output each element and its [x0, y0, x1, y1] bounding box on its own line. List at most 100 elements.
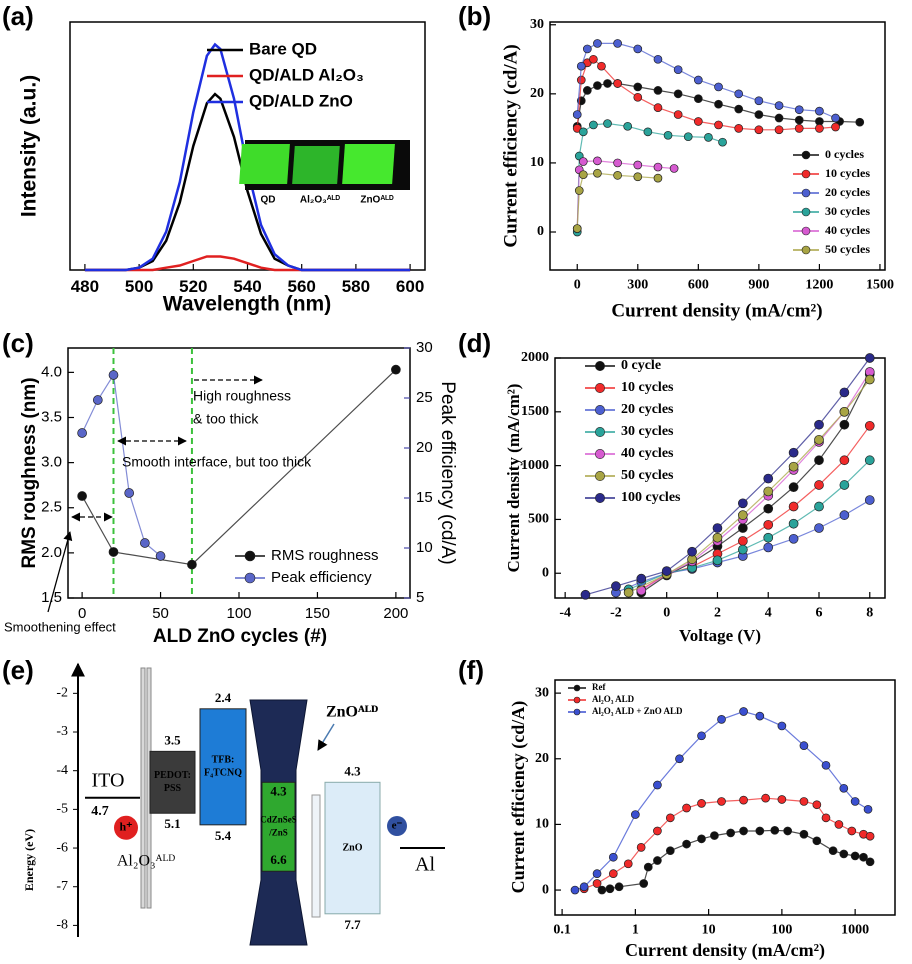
x-tick-label: 150 [305, 605, 330, 622]
panel-label: (d) [458, 328, 491, 358]
data-point [774, 125, 784, 135]
carrier-label: h⁺ [119, 820, 132, 834]
y-tick-label: 0 [542, 882, 549, 897]
electrode-label: Al [415, 854, 435, 876]
level-value: 4.7 [91, 804, 109, 819]
data-point [108, 370, 119, 380]
annotation: Smoothening effect [4, 619, 116, 634]
x-tick-label: 0 [663, 605, 670, 620]
data-point [582, 86, 592, 95]
y-tick-label: -8 [56, 918, 68, 933]
data-point [788, 501, 799, 512]
y-tick-label: 2000 [521, 350, 549, 365]
y-axis-label: Intensity (a.u.) [18, 75, 41, 217]
data-point [92, 395, 103, 405]
data-point [682, 803, 691, 813]
data-point [578, 157, 588, 166]
y-tick-label: 2.5 [41, 499, 62, 516]
data-point [714, 120, 723, 130]
data-point [661, 566, 672, 576]
level-value: 3.5 [164, 732, 181, 747]
data-point [754, 110, 764, 119]
data-point [783, 826, 793, 836]
level-name: TFB: [212, 755, 235, 766]
data-point [697, 834, 706, 844]
y-tick-label: 3.5 [41, 408, 62, 425]
data-point [737, 536, 748, 546]
x-tick-label: 0 [78, 605, 86, 622]
x-tick-label: 0.1 [553, 922, 571, 937]
annotation-arrow [317, 723, 335, 751]
annotation: Smooth interface, but too thick [122, 454, 312, 470]
legend-label: QD/ALD Al₂O₃ [249, 65, 364, 84]
data-point [653, 86, 663, 95]
data-point [589, 54, 598, 64]
data-point [613, 79, 622, 88]
data-point [763, 519, 774, 530]
data-point [839, 510, 850, 520]
data-point [636, 843, 646, 852]
level-name: PSS [164, 783, 182, 794]
data-point [726, 828, 736, 838]
data-point [623, 121, 633, 131]
energy-level [149, 750, 196, 814]
data-point [863, 804, 873, 814]
data-point [613, 171, 622, 180]
data-point [763, 532, 774, 543]
annotation-arrow [47, 531, 73, 613]
legend-label: 50 cycles [825, 242, 870, 256]
data-point [754, 125, 764, 135]
legend-label: 10 cycles [825, 166, 870, 180]
data-point [633, 92, 643, 102]
data-point [712, 555, 723, 566]
data-point [739, 707, 748, 716]
y-tick-label: -6 [56, 840, 68, 855]
data-point [763, 503, 774, 514]
interlayer-label: ZnOᴬᴸᴰ [326, 704, 378, 721]
y-tick-label: 1000 [521, 458, 549, 473]
panel-label: (a) [2, 1, 34, 31]
legend-marker [801, 226, 811, 236]
x-tick-label: 50 [152, 605, 169, 622]
carrier [114, 815, 138, 840]
data-point [653, 103, 663, 113]
data-point [777, 721, 787, 731]
x-tick-label: 1200 [805, 277, 833, 292]
data-point [636, 585, 647, 596]
x-tick-label: 4 [765, 605, 772, 620]
data-point [611, 581, 621, 592]
x-tick-label: 1500 [866, 277, 894, 292]
data-point [597, 61, 606, 71]
data-point [864, 420, 875, 431]
data-point [850, 851, 860, 861]
x-tick-label: 560 [288, 277, 316, 296]
x-tick-label: 10 [702, 922, 716, 937]
data-point [812, 800, 822, 810]
data-point [812, 836, 822, 846]
data-point [576, 61, 586, 71]
data-point [653, 173, 663, 183]
data-point [653, 162, 663, 172]
x-tick-label: 600 [688, 277, 709, 292]
data-point [589, 120, 598, 130]
legend-label: Al₂O₃ ALD + ZnO ALD [592, 706, 683, 716]
y-tick-label: 500 [528, 512, 549, 527]
x-tick-label: 100 [771, 922, 792, 937]
data-point [839, 419, 850, 430]
data-point [814, 501, 824, 512]
data-point [788, 447, 799, 458]
legend-label: 50 cycles [621, 468, 674, 483]
carrier [387, 816, 407, 836]
data-point [865, 857, 875, 867]
data-point [763, 542, 774, 553]
series-line [628, 379, 871, 594]
x-tick-label: 480 [71, 277, 99, 296]
data-point [578, 170, 588, 180]
interlayer [140, 667, 146, 909]
x-tick-label: 300 [627, 277, 648, 292]
legend-marker [801, 207, 811, 217]
data-point [570, 885, 580, 895]
data-point [77, 491, 87, 501]
y-tick-label: 30 [530, 17, 544, 32]
data-point [140, 538, 150, 548]
